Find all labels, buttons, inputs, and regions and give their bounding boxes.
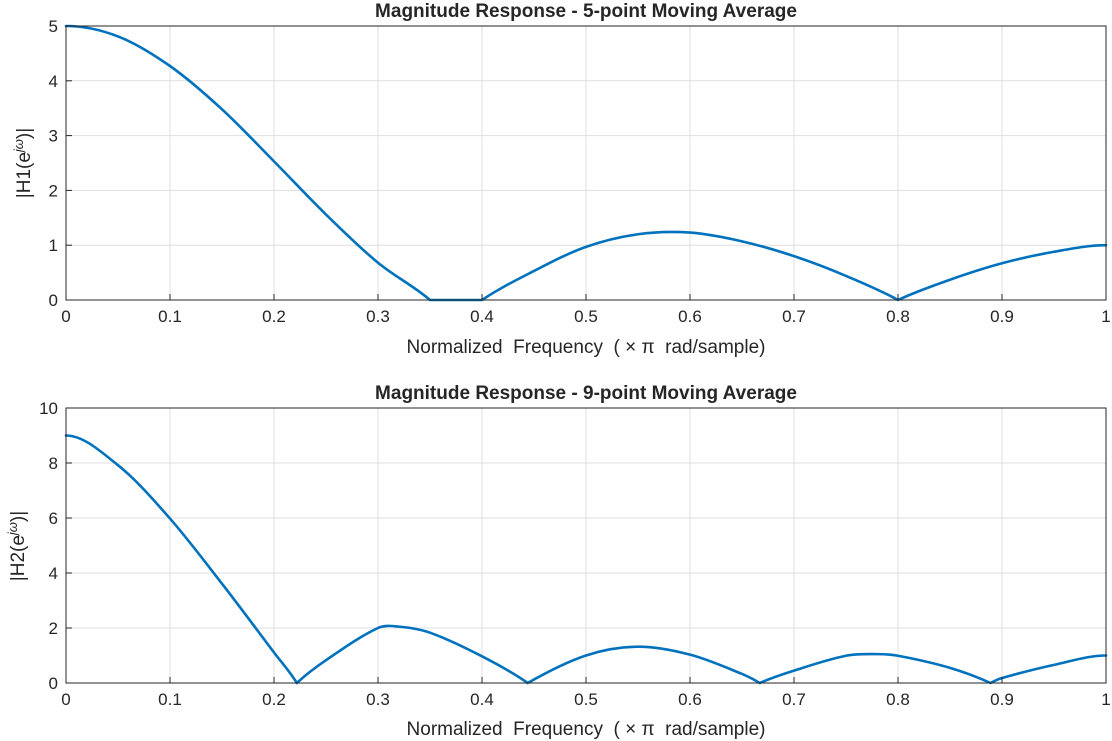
x-axis-label: Normalized Frequency ( × π rad/sample) bbox=[407, 719, 766, 740]
x-tick-label: 0.7 bbox=[782, 307, 806, 326]
y-tick-label: 1 bbox=[49, 236, 58, 255]
x-tick-label: 0.5 bbox=[574, 690, 598, 709]
y-axis-label-superscript: jω bbox=[11, 139, 26, 154]
x-tick-label: 0.2 bbox=[262, 690, 286, 709]
x-tick-label: 0.1 bbox=[158, 307, 182, 326]
y-tick-label: 6 bbox=[49, 509, 58, 528]
x-tick-label: 0.4 bbox=[470, 307, 494, 326]
x-axis-label: Normalized Frequency ( × π rad/sample) bbox=[407, 337, 766, 358]
x-tick-label: 0 bbox=[61, 307, 70, 326]
plot-5-point: Magnitude Response - 5-point Moving Aver… bbox=[11, 1, 1111, 358]
y-axis-label-superscript: jω bbox=[5, 522, 20, 537]
y-axis-label-base: |H2(e bbox=[8, 535, 29, 581]
plot-9-point: Magnitude Response - 9-point Moving Aver… bbox=[5, 383, 1111, 740]
series-layer bbox=[64, 434, 1108, 685]
y-tick-label: 0 bbox=[49, 291, 58, 310]
x-tick-label: 0.3 bbox=[366, 690, 390, 709]
x-tick-label: 0.9 bbox=[990, 307, 1014, 326]
x-tick-label: 0.6 bbox=[678, 690, 702, 709]
x-tick-label: 0.6 bbox=[678, 307, 702, 326]
y-tick-label: 5 bbox=[49, 17, 58, 36]
y-axis-label-end: )| bbox=[14, 128, 35, 139]
plot-title: Magnitude Response - 5-point Moving Aver… bbox=[375, 1, 797, 22]
series-line bbox=[64, 434, 1108, 685]
x-tick-label: 0.5 bbox=[574, 307, 598, 326]
x-tick-label: 1 bbox=[1101, 690, 1110, 709]
y-axis-label: |H2(ejω)| bbox=[5, 511, 30, 581]
x-tick-label: 0.9 bbox=[990, 690, 1014, 709]
y-tick-label: 4 bbox=[49, 564, 58, 583]
x-tick-label: 0.3 bbox=[366, 307, 390, 326]
grid bbox=[65, 25, 1107, 301]
y-tick-label: 2 bbox=[49, 619, 58, 638]
y-tick-label: 2 bbox=[49, 181, 58, 200]
x-tick-label: 0 bbox=[61, 690, 70, 709]
ticks: 0 0.1 0.2 0.3 0.4 0.5 0.6 0.7 0.8 0.9 1 0 1 2 3 4 5 bbox=[49, 17, 1111, 326]
y-tick-label: 3 bbox=[49, 127, 58, 146]
y-tick-label: 0 bbox=[49, 674, 58, 693]
grid bbox=[65, 407, 1107, 684]
y-axis-label-base: |H1(e bbox=[14, 152, 35, 198]
x-tick-label: 0.8 bbox=[886, 690, 910, 709]
series-layer bbox=[64, 24, 1108, 302]
y-tick-label: 10 bbox=[39, 399, 58, 418]
x-tick-label: 1 bbox=[1101, 307, 1110, 326]
x-tick-label: 0.2 bbox=[262, 307, 286, 326]
y-tick-label: 8 bbox=[49, 454, 58, 473]
series-line bbox=[64, 24, 1108, 302]
x-tick-label: 0.7 bbox=[782, 690, 806, 709]
y-tick-label: 4 bbox=[49, 72, 58, 91]
plot-title: Magnitude Response - 9-point Moving Aver… bbox=[375, 383, 797, 404]
x-tick-label: 0.4 bbox=[470, 690, 494, 709]
x-tick-label: 0.1 bbox=[158, 690, 182, 709]
x-tick-label: 0.8 bbox=[886, 307, 910, 326]
y-axis-label: |H1(ejω)| bbox=[11, 128, 36, 198]
y-axis-label-end: )| bbox=[8, 511, 29, 522]
